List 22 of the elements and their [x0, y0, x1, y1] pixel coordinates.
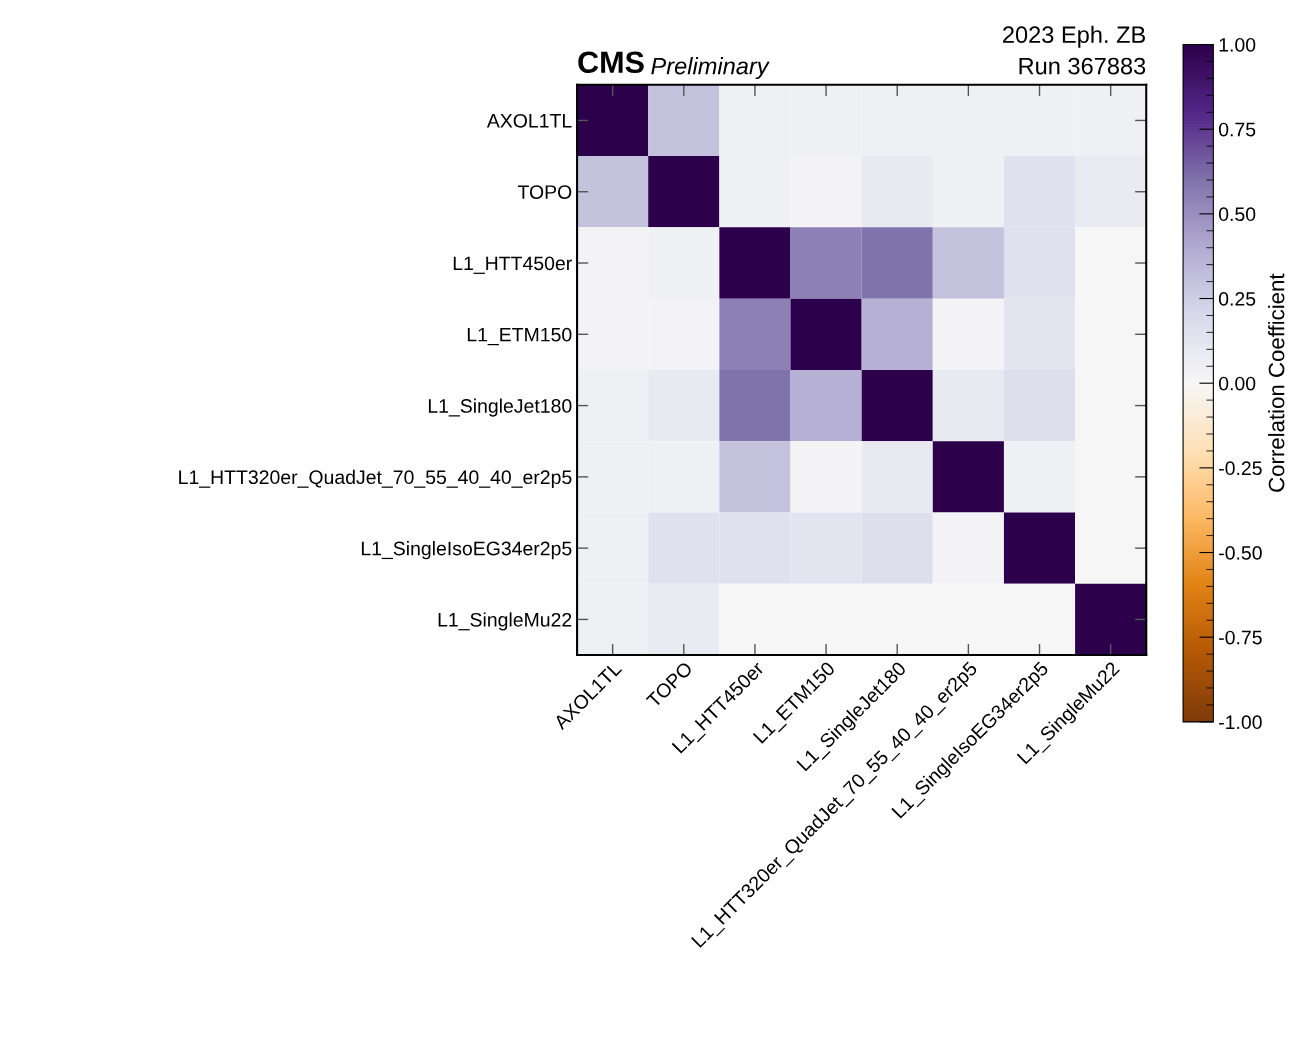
- y-tick-label: L1_SingleMu22: [438, 612, 572, 631]
- color-bar-label: 1.00: [1219, 37, 1256, 52]
- color-bar-label: -0.25: [1219, 461, 1262, 476]
- color-bar-label: -0.50: [1219, 545, 1262, 560]
- text: 2023 Eph. ZB: [1003, 25, 1145, 48]
- y-tick-label: L1_HTT450er: [453, 256, 572, 274]
- chart-title: CMS: [578, 51, 644, 74]
- color-bar-label: 0.75: [1218, 122, 1256, 137]
- y-tick-label: AXOL1TL: [486, 113, 572, 128]
- color-bar-label: -1.00: [1219, 715, 1262, 730]
- color-bar-label: 0.25: [1218, 291, 1256, 306]
- y-tick-label: L1_HTT320er_QuadJet_70_55_40_40_er2p5: [179, 469, 572, 488]
- color-bar-label: -0.75: [1219, 630, 1262, 645]
- y-tick-label: L1_SingleJet180: [428, 398, 572, 417]
- y-tick-label: L1_ETM150: [467, 327, 572, 346]
- y-tick-label: TOPO: [517, 185, 572, 199]
- color-bar-title: Correlation Coefficient: [1268, 273, 1285, 492]
- y-tick-label: L1_SingleIsoEG34er2p5: [361, 541, 572, 560]
- text: Run 367883: [1019, 57, 1146, 75]
- chart-subtitle: Preliminary: [651, 57, 770, 80]
- color-bar-label: 0.50: [1218, 207, 1256, 222]
- color-bar-label: 0.00: [1218, 376, 1256, 391]
